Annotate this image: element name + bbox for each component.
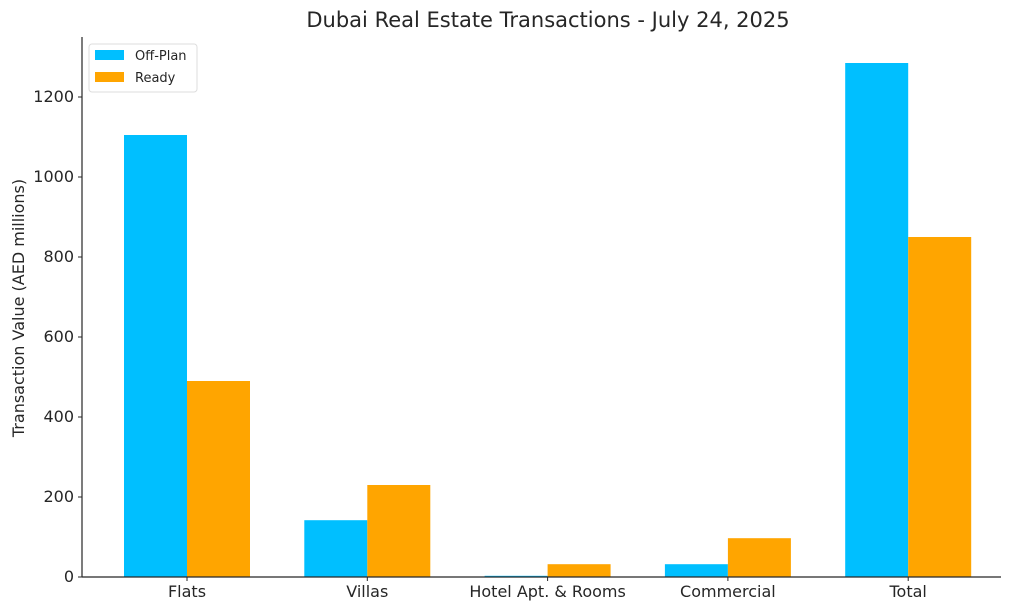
y-tick-label: 400 [43, 407, 74, 426]
legend-label-ready: Ready [135, 71, 176, 86]
y-axis-label: Transaction Value (AED millions) [9, 179, 28, 438]
legend-swatch-off-plan [95, 50, 124, 60]
x-tick-label: Total [889, 582, 927, 601]
bar-ready-0 [187, 381, 250, 577]
x-tick-label: Villas [346, 582, 388, 601]
y-tick-label: 600 [43, 327, 74, 346]
legend-label-off-plan: Off-Plan [135, 49, 187, 64]
bar-off-plan-1 [304, 520, 368, 577]
bar-ready-4 [908, 237, 972, 577]
bar-ready-3 [727, 538, 791, 577]
x-tick-label: Hotel Apt. & Rooms [469, 582, 625, 601]
y-tick-label: 0 [64, 567, 74, 586]
bar-off-plan-3 [664, 564, 728, 577]
bar-off-plan-4 [845, 63, 909, 577]
chart-title: Dubai Real Estate Transactions - July 24… [306, 8, 789, 32]
x-tick-label: Commercial [680, 582, 776, 601]
legend: Off-Plan Ready [88, 43, 198, 93]
bar-ready-2 [547, 564, 611, 577]
x-tick-label: Flats [168, 582, 206, 601]
bar-off-plan-0 [124, 135, 187, 577]
legend-swatch-ready [95, 72, 124, 82]
bar-ready-1 [367, 485, 431, 577]
y-tick-label: 1200 [33, 87, 74, 106]
y-tick-label: 800 [43, 247, 74, 266]
y-tick-label: 200 [43, 487, 74, 506]
y-tick-label: 1000 [33, 167, 74, 186]
